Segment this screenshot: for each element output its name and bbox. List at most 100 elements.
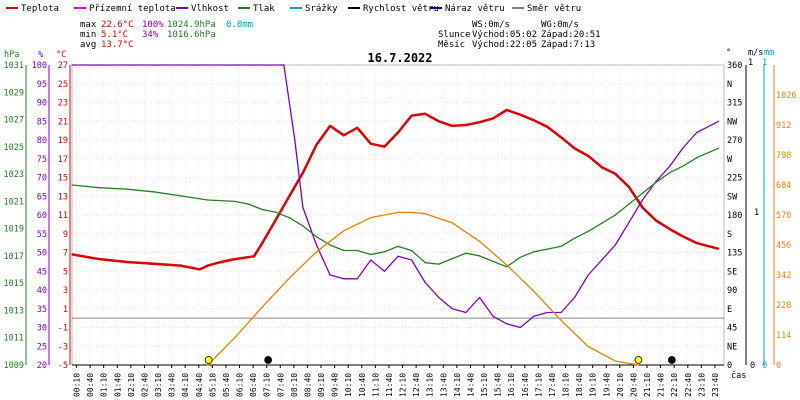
series-2-point-32 [587, 230, 589, 232]
series-0-point-43 [717, 248, 720, 250]
series-0-point-21 [410, 115, 413, 117]
x-tick-23: 11:40 [385, 373, 394, 397]
stat-min-press: 1016.6hPa [167, 30, 216, 40]
stat-min-label: min [80, 30, 96, 40]
series-0-point-9 [253, 255, 255, 257]
temperature-tick-15: -3 [58, 342, 68, 352]
series-3-point-0 [207, 364, 209, 366]
series-2-point-7 [247, 203, 250, 205]
series-0-point-5 [199, 268, 201, 270]
series-1-point-31 [628, 221, 630, 224]
series-0-point-18 [370, 143, 372, 145]
series-2-point-35 [628, 203, 630, 205]
sunset-time: Západ:20:51 [541, 30, 601, 40]
pressure-tick-3: 1025 [4, 143, 24, 153]
markers-layer [204, 356, 676, 364]
temperature-tick-12: 3 [63, 286, 68, 296]
plot-grid [71, 64, 725, 366]
legend-label-1: Přízemní teplota [89, 4, 176, 14]
moonrise-time: Východ:22:05 [472, 40, 537, 50]
x-tick-8: 04:10 [181, 373, 190, 397]
series-1-point-36 [696, 131, 698, 134]
x-tick-30: 15:10 [480, 373, 489, 397]
legend: Teplota Přízemní teplota Vlhkost Tlak Srážky… [6, 4, 581, 14]
stats-block: max 22.6°C 100% 1024.9hPa 0.0mm min 5.1°… [80, 20, 253, 50]
solar-tick-8: 114 [776, 331, 791, 341]
series-0-point-8 [234, 258, 236, 260]
solar-tick-6: 342 [776, 271, 791, 281]
series-2-point-33 [601, 222, 603, 224]
series-3-point-15 [587, 345, 589, 348]
series-1-point-28 [587, 274, 589, 276]
x-tick-12: 06:10 [236, 373, 245, 397]
series-2-point-13 [329, 244, 331, 246]
stat-max-rain: 0.0mm [226, 20, 253, 30]
direction-tick-12: 90 [727, 286, 737, 296]
series-1-point-17 [438, 296, 440, 299]
direction-tick-14: 45 [727, 324, 737, 334]
series-2-point-21 [438, 263, 440, 265]
x-axis-label: čas [731, 370, 746, 381]
series-1-point-24 [533, 315, 535, 317]
humidity-unit: % [38, 50, 43, 60]
series-line-3 [207, 211, 639, 366]
direction-tick-3: NW [727, 117, 738, 127]
series-1-point-13 [383, 270, 386, 272]
moon-label: Měsíc [438, 40, 465, 50]
series-2-point-26 [506, 266, 508, 268]
series-0-point-30 [533, 119, 535, 121]
direction-tick-1: N [727, 80, 732, 90]
series-0-point-39 [655, 220, 657, 222]
series-3-point-7 [397, 211, 399, 213]
series-0-point-41 [682, 235, 684, 238]
series-2-point-9 [275, 211, 277, 213]
series-line-1 [72, 64, 719, 329]
pressure-tick-5: 1021 [4, 197, 24, 207]
series-2-point-38 [669, 172, 671, 174]
direction-tick-7: SW [727, 192, 738, 202]
series-2-point-4 [180, 195, 182, 197]
pressure-tick-1: 1029 [4, 88, 24, 98]
series-0-point-6 [207, 265, 209, 267]
x-tick-11: 05:40 [222, 373, 231, 397]
pressure-tick-6: 1019 [4, 225, 24, 235]
x-tick-24: 12:10 [399, 373, 408, 397]
series-0-point-31 [546, 126, 549, 128]
humidity-tick-10: 50 [37, 249, 47, 259]
series-2-point-20 [424, 262, 426, 264]
series-0-point-4 [180, 265, 182, 267]
series-2-point-36 [641, 192, 644, 194]
legend-label-6: Náraz větru [445, 4, 505, 14]
x-tick-26: 13:10 [426, 373, 435, 397]
series-1-point-11 [356, 278, 358, 280]
temperature-tick-10: 7 [63, 249, 68, 259]
temperature-tick-1: 25 [58, 80, 68, 90]
sunrise-time: Východ:05:02 [472, 30, 537, 40]
series-0-point-32 [560, 136, 562, 138]
x-tick-17: 08:40 [303, 373, 312, 397]
series-3-point-11 [478, 240, 481, 242]
series-1-point-15 [410, 259, 413, 261]
direction-tick-0: 360 [727, 61, 742, 71]
direction-tick-4: 270 [727, 136, 742, 146]
series-1-point-2 [152, 64, 155, 66]
series-0-point-38 [641, 206, 644, 209]
series-1-point-20 [478, 296, 481, 299]
series-2-point-3 [152, 191, 155, 193]
x-tick-40: 20:10 [616, 373, 625, 397]
solar-tick-3: 684 [776, 181, 791, 191]
x-tick-39: 19:40 [602, 373, 611, 397]
x-tick-10: 05:10 [208, 373, 217, 397]
humidity-tick-7: 65 [37, 192, 47, 202]
temperature-unit: °C [56, 50, 66, 60]
series-0-point-15 [329, 125, 331, 127]
series-line-2 [71, 147, 719, 268]
wind-unit: m/s [748, 48, 763, 58]
humidity-tick-2: 90 [37, 99, 47, 109]
series-3-point-17 [637, 364, 640, 366]
series-3-point-6 [370, 217, 372, 219]
sunset-marker [634, 356, 643, 364]
humidity-tick-5: 75 [37, 155, 47, 165]
legend-label-0: Teplota [21, 4, 59, 14]
